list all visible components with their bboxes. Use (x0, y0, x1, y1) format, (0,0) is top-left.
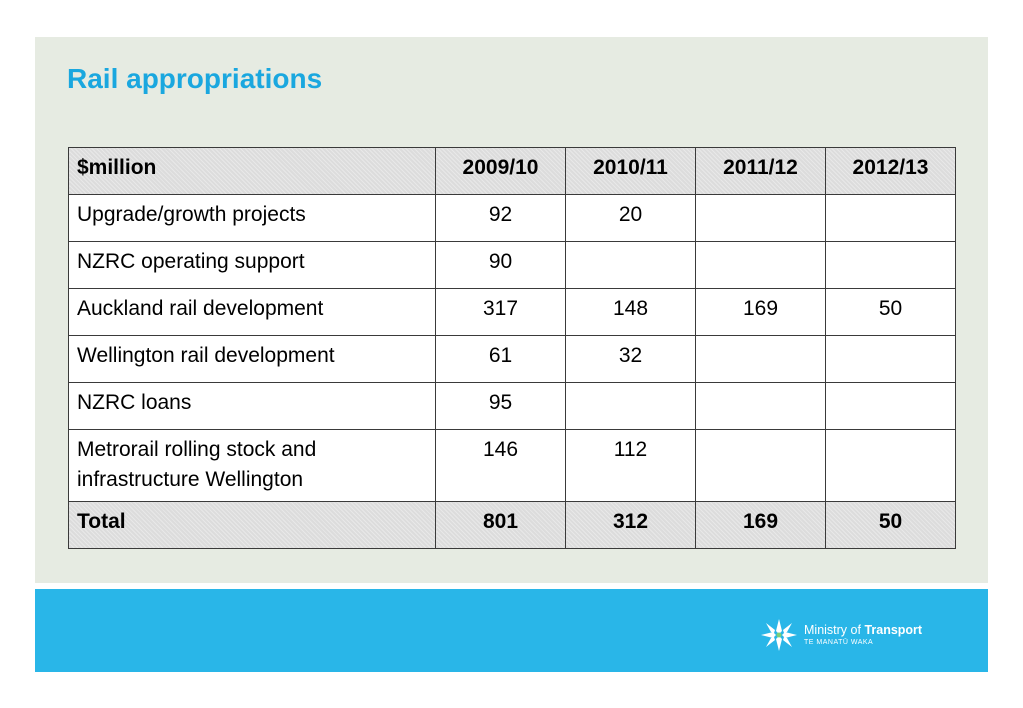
total-value: 50 (825, 501, 956, 549)
row-label: Wellington rail development (68, 335, 436, 383)
table-row: Auckland rail development 317 148 169 50 (68, 288, 956, 336)
row-value: 50 (825, 288, 956, 336)
row-value: 317 (435, 288, 566, 336)
logo-text: Ministry of (804, 622, 861, 637)
row-value (825, 382, 956, 430)
row-label: NZRC operating support (68, 241, 436, 289)
slide-title: Rail appropriations (67, 63, 323, 94)
row-value (565, 382, 696, 430)
table-row: Wellington rail development 61 32 (68, 335, 956, 383)
total-value: 312 (565, 501, 696, 549)
row-value (695, 429, 826, 502)
row-value (695, 382, 826, 430)
row-value: 92 (435, 194, 566, 242)
header-cell-year: 2011/12 (695, 147, 826, 195)
row-label: NZRC loans (68, 382, 436, 430)
row-label: Metrorail rolling stock and infrastructu… (68, 429, 436, 502)
total-value: 801 (435, 501, 566, 549)
row-value: 20 (565, 194, 696, 242)
row-value (695, 335, 826, 383)
koru-star-icon (761, 619, 797, 651)
header-cell-year: 2009/10 (435, 147, 566, 195)
table-header-row: $million 2009/10 2010/11 2011/12 2012/13 (68, 147, 956, 195)
row-value: 169 (695, 288, 826, 336)
row-value (825, 241, 956, 289)
row-value: 32 (565, 335, 696, 383)
header-cell-year: 2012/13 (825, 147, 956, 195)
row-value (825, 194, 956, 242)
table-row: NZRC loans 95 (68, 382, 956, 430)
row-value: 146 (435, 429, 566, 502)
total-label: Total (68, 501, 436, 549)
row-label: Upgrade/growth projects (68, 194, 436, 242)
table-row: NZRC operating support 90 (68, 241, 956, 289)
row-value: 95 (435, 382, 566, 430)
row-value (695, 194, 826, 242)
row-value (565, 241, 696, 289)
row-label: Auckland rail development (68, 288, 436, 336)
slide-panel: Rail appropriations $million 2009/10 201… (35, 37, 988, 583)
table-row: Metrorail rolling stock and infrastructu… (68, 429, 956, 502)
header-cell-year: 2010/11 (565, 147, 696, 195)
row-value (825, 335, 956, 383)
logo-subtext: TE MANATŪ WAKA (804, 639, 874, 647)
row-value: 61 (435, 335, 566, 383)
total-value: 169 (695, 501, 826, 549)
row-value: 148 (565, 288, 696, 336)
table-row: Upgrade/growth projects 92 20 (68, 194, 956, 242)
row-value (695, 241, 826, 289)
row-value: 90 (435, 241, 566, 289)
header-cell-label: $million (68, 147, 436, 195)
footer-band: Ministry of Transport TE MANATŪ WAKA (35, 589, 988, 672)
logo-text-bold: Transport (864, 622, 923, 637)
row-value (825, 429, 956, 502)
table-total-row: Total 801 312 169 50 (68, 501, 956, 549)
rail-appropriations-table: $million 2009/10 2010/11 2011/12 2012/13… (68, 147, 956, 549)
ministry-of-transport-logo: Ministry of Transport TE MANATŪ WAKA (759, 617, 922, 653)
row-value: 112 (565, 429, 696, 502)
